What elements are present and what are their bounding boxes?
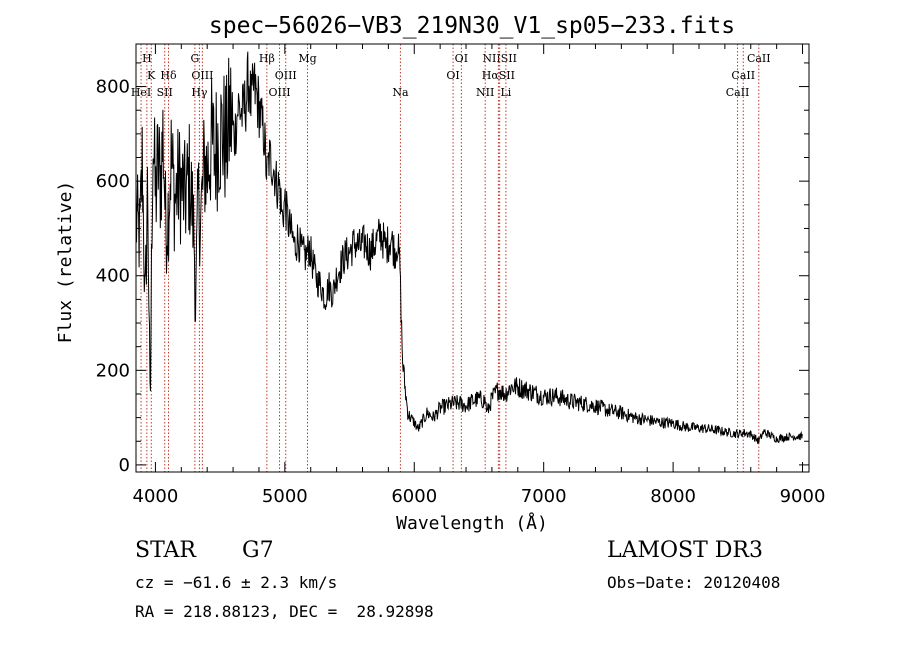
line-label: H [142, 52, 152, 65]
line-label: CaII [731, 69, 755, 82]
y-tick-label: 200 [96, 360, 130, 381]
y-tick-label: 800 [96, 77, 130, 98]
obs-date: Obs−Date: 20120408 [607, 573, 781, 592]
x-tick-label: 9000 [780, 486, 826, 507]
line-label: Hδ [160, 69, 177, 82]
survey-label: LAMOST DR3 [607, 538, 763, 563]
plot-frame [135, 43, 810, 473]
x-tick-label: 7000 [521, 486, 567, 507]
y-tick-label: 0 [119, 455, 130, 476]
line-label: G [190, 52, 199, 65]
line-label: Na [392, 86, 409, 99]
line-label: NII [476, 86, 494, 99]
spectrum-chart: spec−56026−VB3_219N30_V1_sp05−233.fits H… [55, 13, 826, 534]
x-tick-label: 6000 [391, 486, 437, 507]
line-label: K [147, 69, 156, 82]
x-tick-label: 8000 [650, 486, 696, 507]
line-label: CaII [726, 86, 750, 99]
chart-title: spec−56026−VB3_219N30_V1_sp05−233.fits [209, 13, 735, 39]
x-axis-label: Wavelength (Å) [396, 512, 548, 534]
coordinates: RA = 218.88123, DEC = 28.92898 [135, 602, 434, 621]
line-label: Hγ [191, 86, 208, 99]
line-label: HαSII [482, 69, 515, 82]
y-tick-label: 400 [96, 266, 130, 287]
line-label: OIII [268, 86, 290, 99]
line-label: CaII [747, 52, 771, 65]
line-label: OI [446, 69, 459, 82]
spectrum-line [135, 51, 803, 444]
y-axis-label: Flux (relative) [55, 181, 76, 344]
line-label: Hβ [259, 52, 275, 65]
line-label: OI [455, 52, 468, 65]
line-label: Li [500, 86, 511, 99]
line-label: NIISII [482, 52, 517, 65]
object-class: STAR [135, 538, 196, 563]
axes: 4000 5000 6000 7000 8000 9000 0 200 400 600 800 [96, 44, 826, 507]
line-label: OIII [275, 69, 297, 82]
line-label: OIII [191, 69, 213, 82]
object-subclass: G7 [242, 538, 274, 563]
line-label: HeI [131, 86, 151, 99]
x-tick-label: 4000 [133, 486, 179, 507]
line-label: Mg [298, 52, 316, 65]
line-label: SII [157, 86, 173, 99]
spectrum-series [135, 51, 803, 444]
x-tick-label: 5000 [262, 486, 308, 507]
y-tick-label: 600 [96, 171, 130, 192]
redshift-readout: cz = −61.6 ± 2.3 km/s [135, 573, 338, 592]
